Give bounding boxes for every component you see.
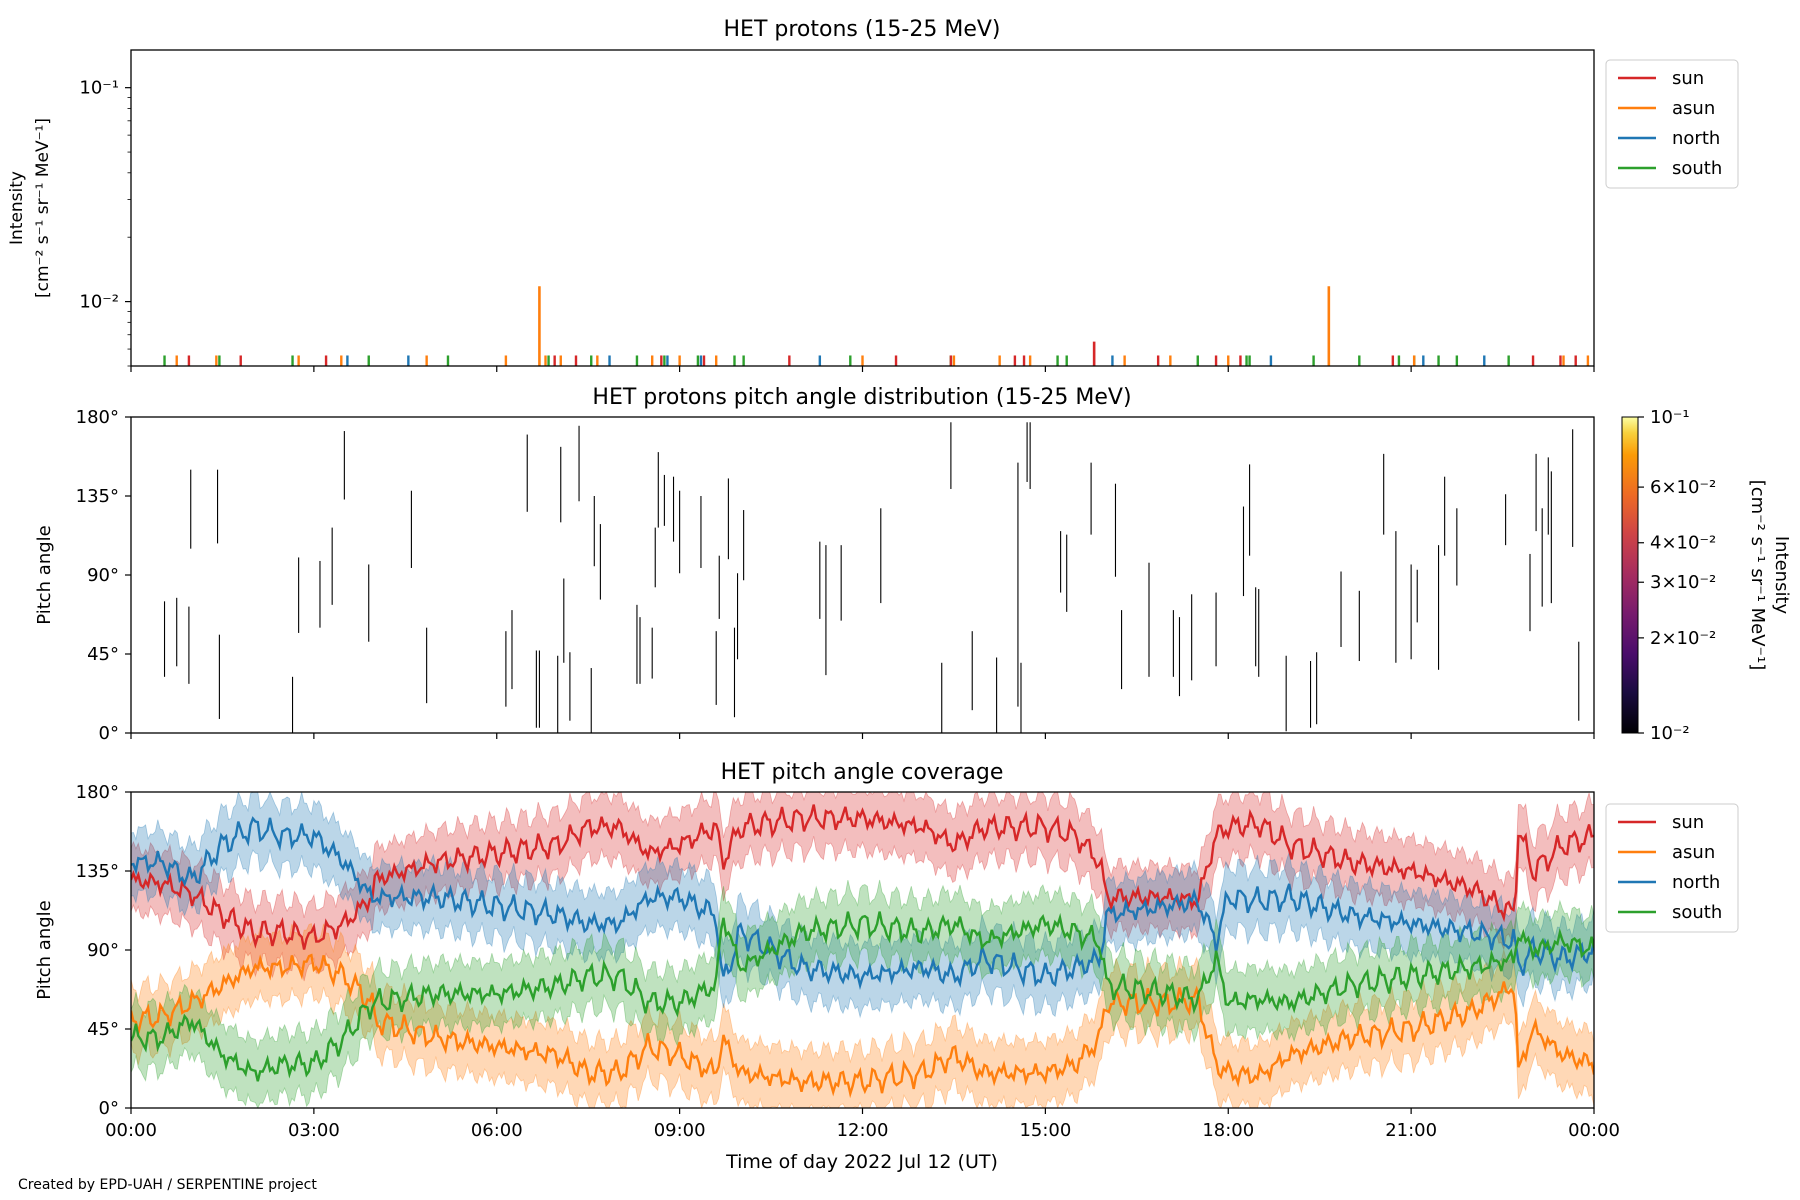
x-tick-label: 18:00 [1202, 1120, 1254, 1141]
coverage-x-ticks: 00:00 03:00 06:00 09:00 12:00 15:00 18:00 21:00… [105, 1108, 1620, 1141]
intensity-legend: sun asun north south [1605, 59, 1739, 189]
pad-x-ticks [130, 733, 1595, 739]
coverage-line-south [131, 911, 1594, 1082]
pad-title: HET protons pitch angle distribution (15… [592, 385, 1131, 410]
colorbar-tick-label: 2×10⁻² [1650, 628, 1716, 649]
legend-label-north: north [1672, 128, 1720, 149]
pad-segments [163, 422, 1580, 733]
y-tick-label: 135° [76, 486, 119, 507]
y-tick-label: 180° [76, 407, 119, 428]
coverage-line-sun [131, 804, 1594, 950]
y-tick-label: 180° [76, 782, 119, 803]
legend-frame [1605, 803, 1739, 933]
colorbar-tick-label: 4×10⁻² [1650, 533, 1716, 554]
intensity-ylabel-line2: [cm⁻² s⁻¹ sr⁻¹ MeV⁻¹] [33, 118, 53, 298]
intensity-ylabel-line1: Intensity [7, 171, 27, 245]
x-tick-label: 06:00 [471, 1120, 523, 1141]
intensity-x-ticks [130, 366, 1595, 372]
intensity-axes-frame [130, 49, 1595, 367]
legend-label-sun: sun [1672, 812, 1704, 833]
pad-ylabel: Pitch angle [34, 525, 55, 624]
colorbar-label-line1: Intensity [1771, 536, 1792, 615]
y-tick-label: 45° [87, 644, 119, 665]
y-tick-label: 45° [87, 1019, 119, 1040]
x-tick-label: 09:00 [654, 1120, 706, 1141]
x-tick-label: 03:00 [288, 1120, 340, 1141]
x-tick-label: 00:00 [105, 1120, 157, 1141]
legend-label-asun: asun [1672, 98, 1715, 119]
x-tick-label: 21:00 [1385, 1120, 1437, 1141]
y-tick-label: 135° [76, 861, 119, 882]
y-tick-label: 10⁻¹ [79, 78, 119, 99]
colorbar-tick-label: 3×10⁻² [1650, 572, 1716, 593]
y-tick-label: 0° [99, 723, 119, 744]
coverage-ylabel: Pitch angle [34, 900, 55, 999]
colorbar [1621, 416, 1639, 734]
legend-label-asun: asun [1672, 842, 1715, 863]
y-tick-label: 90° [87, 565, 119, 586]
credit-footer: Created by EPD-UAH / SERPENTINE project [18, 1177, 317, 1193]
x-tick-label: 00:00 [1568, 1120, 1620, 1141]
legend-label-south: south [1672, 158, 1722, 179]
legend-label-south: south [1672, 902, 1722, 923]
pad-y-ticks: 0° 45° 90° 135° 180° [76, 407, 131, 744]
legend-frame [1605, 59, 1739, 189]
coverage-line-north [131, 816, 1594, 991]
intensity-spikes [163, 286, 1590, 366]
intensity-panel: HET protons (15-25 MeV) 10⁻² 10⁻¹ Intensi… [7, 17, 1739, 372]
y-tick-label: 10⁻² [79, 292, 119, 313]
intensity-y-ticks: 10⁻² 10⁻¹ [79, 78, 131, 367]
y-tick-label: 90° [87, 940, 119, 961]
intensity-title: HET protons (15-25 MeV) [724, 17, 1001, 42]
pad-panel: HET protons pitch angle distribution (15… [34, 385, 1792, 744]
coverage-bands [131, 792, 1594, 1108]
coverage-panel: HET pitch angle coverage 0° 45° 90° 135° 180… [34, 760, 1739, 1173]
pad-axes-frame [130, 416, 1595, 734]
y-tick-label: 0° [99, 1098, 119, 1119]
colorbar-tick-label: 10⁻² [1650, 723, 1690, 744]
legend-label-sun: sun [1672, 68, 1704, 89]
coverage-lines [131, 804, 1594, 1099]
coverage-title: HET pitch angle coverage [721, 760, 1004, 785]
colorbar-label-line2: [cm⁻² s⁻¹ sr⁻¹ MeV⁻¹] [1747, 480, 1768, 671]
coverage-legend: sun asun north south [1605, 803, 1739, 933]
coverage-y-ticks: 0° 45° 90° 135° 180° [76, 782, 131, 1119]
x-tick-label: 15:00 [1019, 1120, 1071, 1141]
legend-label-north: north [1672, 872, 1720, 893]
coverage-xlabel: Time of day 2022 Jul 12 (UT) [725, 1151, 998, 1173]
x-tick-label: 12:00 [837, 1120, 889, 1141]
colorbar-ticks: 10⁻² 2×10⁻² 3×10⁻² 4×10⁻² 6×10⁻² 10⁻¹ [1638, 407, 1716, 744]
coverage-line-asun [131, 953, 1594, 1099]
colorbar-tick-label: 6×10⁻² [1650, 477, 1716, 498]
colorbar-tick-label: 10⁻¹ [1650, 407, 1690, 428]
